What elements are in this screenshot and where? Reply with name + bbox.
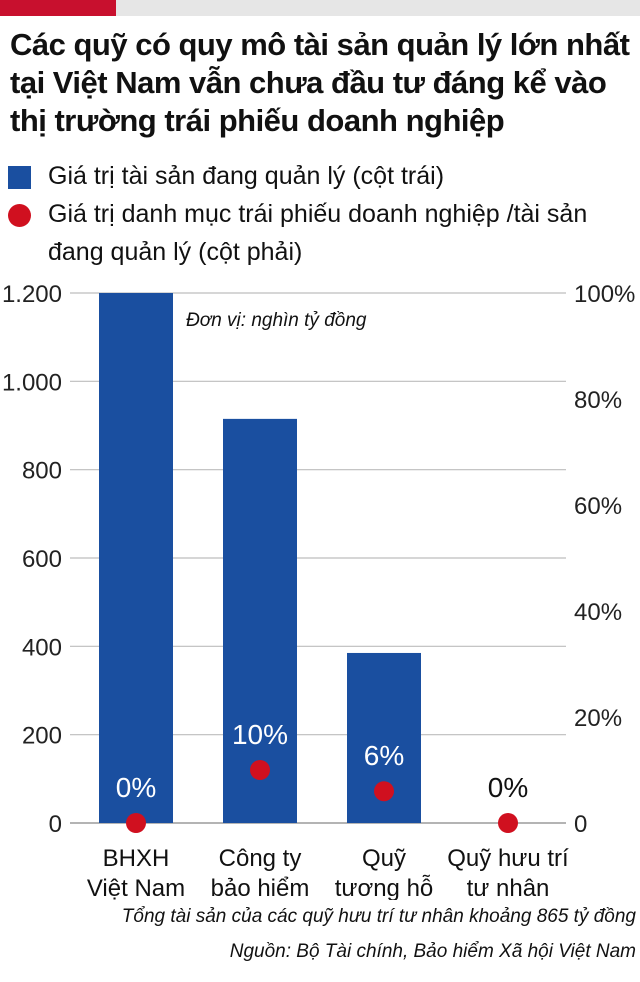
legend-label-bond-ratio: Giá trị danh mục trái phiếu doanh nghiệp… [48,200,588,266]
left-tick-label: 1.000 [2,369,62,396]
category-label: Quỹ [362,845,406,872]
chart-plot: 0 200 400 600 800 1.000 1.200 0 20% 40% 60% 80% 100%… [2,281,635,900]
footnote-pension-total: Tổng tài sản của các quỹ hưu trí tư nhân… [121,906,636,927]
right-tick-label: 0 [574,811,587,838]
chart-title: Các quỹ có quy mô tài sản quản lý lớn nh… [10,27,630,138]
legend-swatch-bar [8,166,31,189]
dot-bond-ratio [374,781,394,802]
right-tick-label: 60% [574,493,622,520]
left-tick-label: 400 [22,634,62,661]
data-label-bond-ratio: 6% [364,740,404,771]
dot-bond-ratio [498,813,518,833]
legend-item-assets: Giá trị tài sản đang quản lý (cột trái) [6,157,636,195]
category-label: tương hỗ [335,875,434,900]
data-label-bond-ratio: 10% [232,719,288,750]
top-accent-grey [116,0,640,16]
left-tick-label: 200 [22,723,62,750]
footnote-source: Nguồn: Bộ Tài chính, Bảo hiểm Xã hội Việ… [229,941,636,962]
category-label: BHXH [103,845,170,872]
left-tick-label: 0 [49,811,62,838]
dot-bond-ratio [250,760,270,780]
legend: Giá trị tài sản đang quản lý (cột trái) … [6,157,636,271]
legend-label-assets: Giá trị tài sản đang quản lý (cột trái) [48,162,445,190]
category-label: tư nhân [467,875,550,900]
right-tick-label: 20% [574,705,622,732]
data-label-bond-ratio: 0% [116,772,156,803]
left-tick-label: 1.200 [2,281,62,308]
top-accent-bar [0,0,640,16]
category-label: Quỹ hưu trí [447,845,569,872]
bar-assets [223,418,297,823]
left-tick-label: 800 [22,458,62,485]
unit-note: Đơn vị: nghìn tỷ đồng [186,310,367,331]
category-label: Công ty [219,845,302,872]
right-tick-label: 80% [574,387,622,414]
category-label: Việt Nam [87,875,185,900]
legend-swatch-dot [8,204,31,227]
right-tick-label: 40% [574,599,622,626]
top-accent-red [0,0,116,16]
bar-assets [99,293,173,823]
data-label-bond-ratio: 0% [488,772,528,803]
right-tick-label: 100% [574,281,635,308]
category-label: bảo hiểm [211,875,310,900]
left-tick-label: 600 [22,546,62,573]
dot-bond-ratio [126,813,146,833]
legend-item-bond-ratio: Giá trị danh mục trái phiếu doanh nghiệp… [6,195,636,271]
